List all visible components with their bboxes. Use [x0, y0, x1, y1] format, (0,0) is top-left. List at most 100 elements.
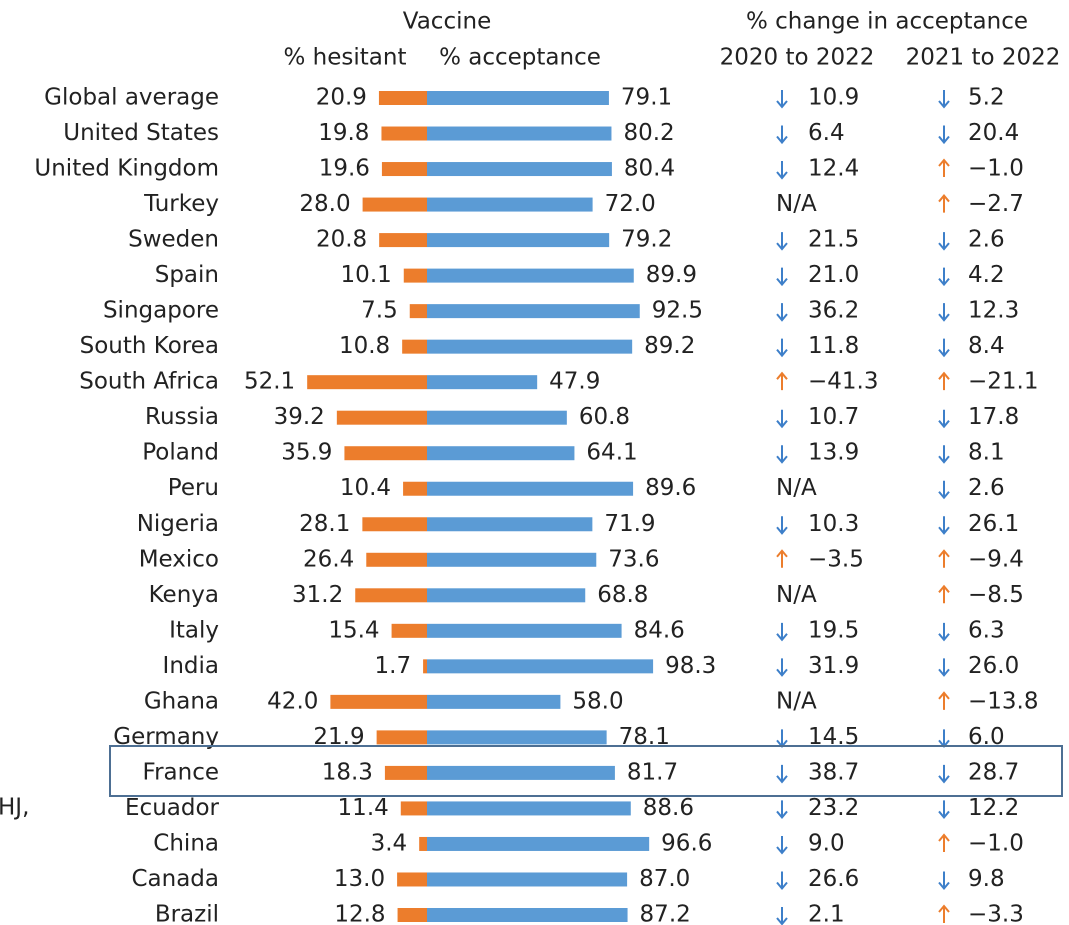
value-label: 89.2 — [644, 333, 695, 359]
arrow-icon — [938, 125, 950, 145]
bar — [376, 730, 427, 745]
row-label: France — [143, 759, 219, 785]
arrow-icon — [938, 622, 950, 642]
table-cell: −21.1 — [968, 369, 1038, 395]
table-cell: 11.8 — [808, 333, 859, 359]
cropped-text: HJ, — [0, 795, 29, 821]
bar — [427, 481, 634, 496]
bar — [427, 197, 593, 212]
arrow-icon — [776, 835, 788, 855]
bar — [409, 304, 427, 319]
table-cell: −3.3 — [968, 902, 1024, 925]
row-label: Ghana — [144, 688, 219, 714]
bar — [427, 552, 597, 567]
bar — [379, 233, 427, 248]
value-label: 28.1 — [299, 511, 350, 537]
row-label: Ecuador — [125, 795, 220, 821]
arrow-icon — [938, 194, 950, 213]
row-label: Mexico — [139, 546, 219, 572]
arrow-icon — [938, 267, 950, 287]
header: % change in acceptance — [746, 9, 1028, 35]
row-label: Peru — [168, 475, 219, 501]
arrow-icon — [776, 445, 788, 464]
bar — [427, 694, 561, 709]
row-label: Global average — [44, 85, 219, 111]
arrow-icon — [776, 161, 788, 180]
value-label: 89.6 — [645, 475, 696, 501]
arrow-icon — [938, 904, 950, 923]
bar — [355, 588, 427, 603]
bar — [307, 375, 427, 390]
row-label: Russia — [145, 404, 219, 430]
table-cell: 2.1 — [808, 902, 845, 925]
value-label: 31.2 — [292, 582, 343, 608]
column-header: 2021 to 2022 — [906, 45, 1061, 71]
bar — [427, 375, 538, 390]
table-cell: N/A — [776, 191, 817, 217]
table-cell: 13.9 — [808, 440, 859, 466]
bar — [427, 304, 640, 319]
arrow-icon — [776, 338, 788, 358]
value-label: 60.8 — [579, 404, 630, 430]
table-cell: N/A — [776, 582, 817, 608]
value-label: 20.9 — [316, 85, 367, 111]
arrow-icon — [938, 480, 950, 500]
table-cell: −1.0 — [968, 156, 1024, 182]
table-cell: 5.2 — [968, 85, 1005, 111]
value-label: 64.1 — [586, 440, 637, 466]
value-label: 87.2 — [640, 902, 691, 925]
row-label: United Kingdom — [34, 156, 219, 182]
column-header: 2020 to 2022 — [720, 45, 875, 71]
table-cell: 8.4 — [968, 333, 1005, 359]
bar — [427, 836, 650, 851]
arrow-icon — [938, 584, 950, 604]
arrow-icon — [938, 158, 950, 178]
table-cell: 17.8 — [968, 404, 1019, 430]
row-label: United States — [63, 120, 219, 146]
bar — [427, 233, 610, 248]
bar — [403, 268, 427, 283]
arrow-icon — [938, 871, 950, 891]
table-cell: 6.3 — [968, 617, 1005, 643]
arrow-icon — [776, 232, 788, 251]
column-header: % acceptance — [439, 45, 601, 71]
arrow-icon — [776, 549, 788, 568]
row-label: Singapore — [103, 298, 219, 324]
bar — [427, 410, 567, 425]
table-cell: 38.7 — [808, 759, 859, 785]
table-cell: 12.3 — [968, 298, 1019, 324]
bar — [402, 339, 427, 354]
table-cell: −1.0 — [968, 830, 1024, 856]
table-cell: 10.7 — [808, 404, 859, 430]
arrow-icon — [776, 90, 788, 109]
bar — [344, 446, 427, 461]
value-label: 89.9 — [646, 262, 697, 288]
bar — [397, 908, 427, 922]
bar — [427, 623, 622, 638]
arrow-icon — [938, 232, 950, 251]
value-label: 73.6 — [608, 546, 659, 572]
value-label: 19.6 — [319, 156, 370, 182]
bar — [427, 268, 634, 283]
arrow-icon — [776, 764, 788, 784]
value-label: 10.4 — [340, 475, 391, 501]
row-label: Italy — [169, 617, 219, 643]
table-cell: 36.2 — [808, 298, 859, 324]
arrow-icon — [938, 764, 950, 784]
value-label: 26.4 — [303, 546, 354, 572]
table-cell: −8.5 — [968, 582, 1024, 608]
bar — [427, 446, 575, 461]
arrow-icon — [776, 371, 788, 391]
arrow-icon — [776, 622, 788, 642]
value-label: 28.0 — [299, 191, 350, 217]
table-cell: 8.1 — [968, 440, 1005, 466]
value-label: 58.0 — [572, 688, 623, 714]
value-label: 1.7 — [375, 653, 412, 679]
value-label: 92.5 — [652, 298, 703, 324]
bar — [381, 126, 427, 141]
value-label: 87.0 — [639, 866, 690, 892]
table-cell: −2.7 — [968, 191, 1024, 217]
arrow-icon — [938, 833, 950, 852]
bar — [427, 730, 607, 745]
value-label: 3.4 — [371, 830, 408, 856]
